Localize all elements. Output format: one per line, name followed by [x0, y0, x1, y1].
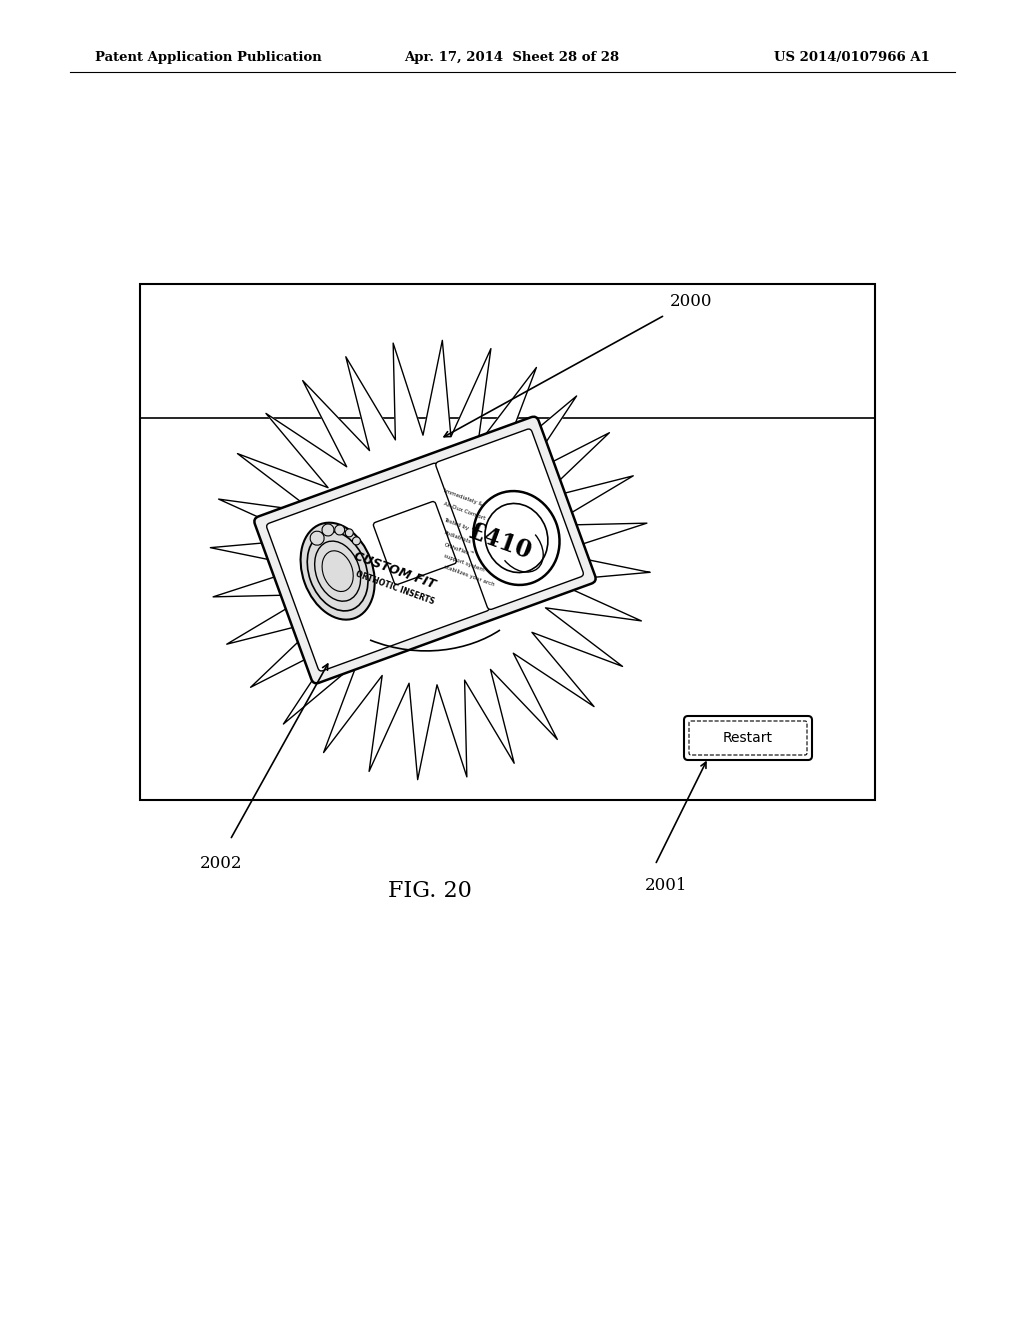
Text: 2000: 2000	[670, 293, 713, 310]
Circle shape	[322, 524, 334, 536]
Text: Restart: Restart	[723, 731, 773, 744]
Polygon shape	[210, 341, 649, 780]
Text: 2002: 2002	[200, 855, 243, 873]
Text: support system: support system	[443, 553, 485, 573]
Text: FIG. 20: FIG. 20	[388, 880, 472, 902]
Text: Tested by: Tested by	[443, 517, 469, 531]
Text: £410: £410	[465, 520, 536, 565]
FancyBboxPatch shape	[254, 417, 596, 684]
Circle shape	[310, 531, 325, 545]
Text: Patent Application Publication: Patent Application Publication	[95, 51, 322, 65]
Text: stabilizes your arch: stabilizes your arch	[443, 565, 495, 587]
FancyBboxPatch shape	[266, 463, 489, 671]
Bar	[140, 284, 874, 800]
Text: Air-Dux Comfort: Air-Dux Comfort	[443, 502, 486, 521]
Ellipse shape	[473, 491, 559, 585]
Text: ORTHOTIC INSERTS: ORTHOTIC INSERTS	[354, 569, 435, 606]
FancyBboxPatch shape	[436, 429, 584, 610]
FancyBboxPatch shape	[684, 715, 812, 760]
Ellipse shape	[301, 523, 375, 619]
Text: Podiatrists: Podiatrists	[443, 529, 472, 544]
Circle shape	[345, 529, 353, 537]
Text: Apr. 17, 2014  Sheet 28 of 28: Apr. 17, 2014 Sheet 28 of 28	[404, 51, 620, 65]
Text: OrthoFlex™: OrthoFlex™	[443, 543, 475, 558]
Text: US 2014/0107966 A1: US 2014/0107966 A1	[774, 51, 930, 65]
FancyBboxPatch shape	[374, 502, 457, 585]
Circle shape	[335, 525, 345, 535]
Text: 2001: 2001	[645, 876, 687, 894]
Circle shape	[352, 537, 360, 545]
Text: CUSTOM FIT: CUSTOM FIT	[352, 549, 437, 591]
Text: Immediately &: Immediately &	[443, 488, 483, 507]
